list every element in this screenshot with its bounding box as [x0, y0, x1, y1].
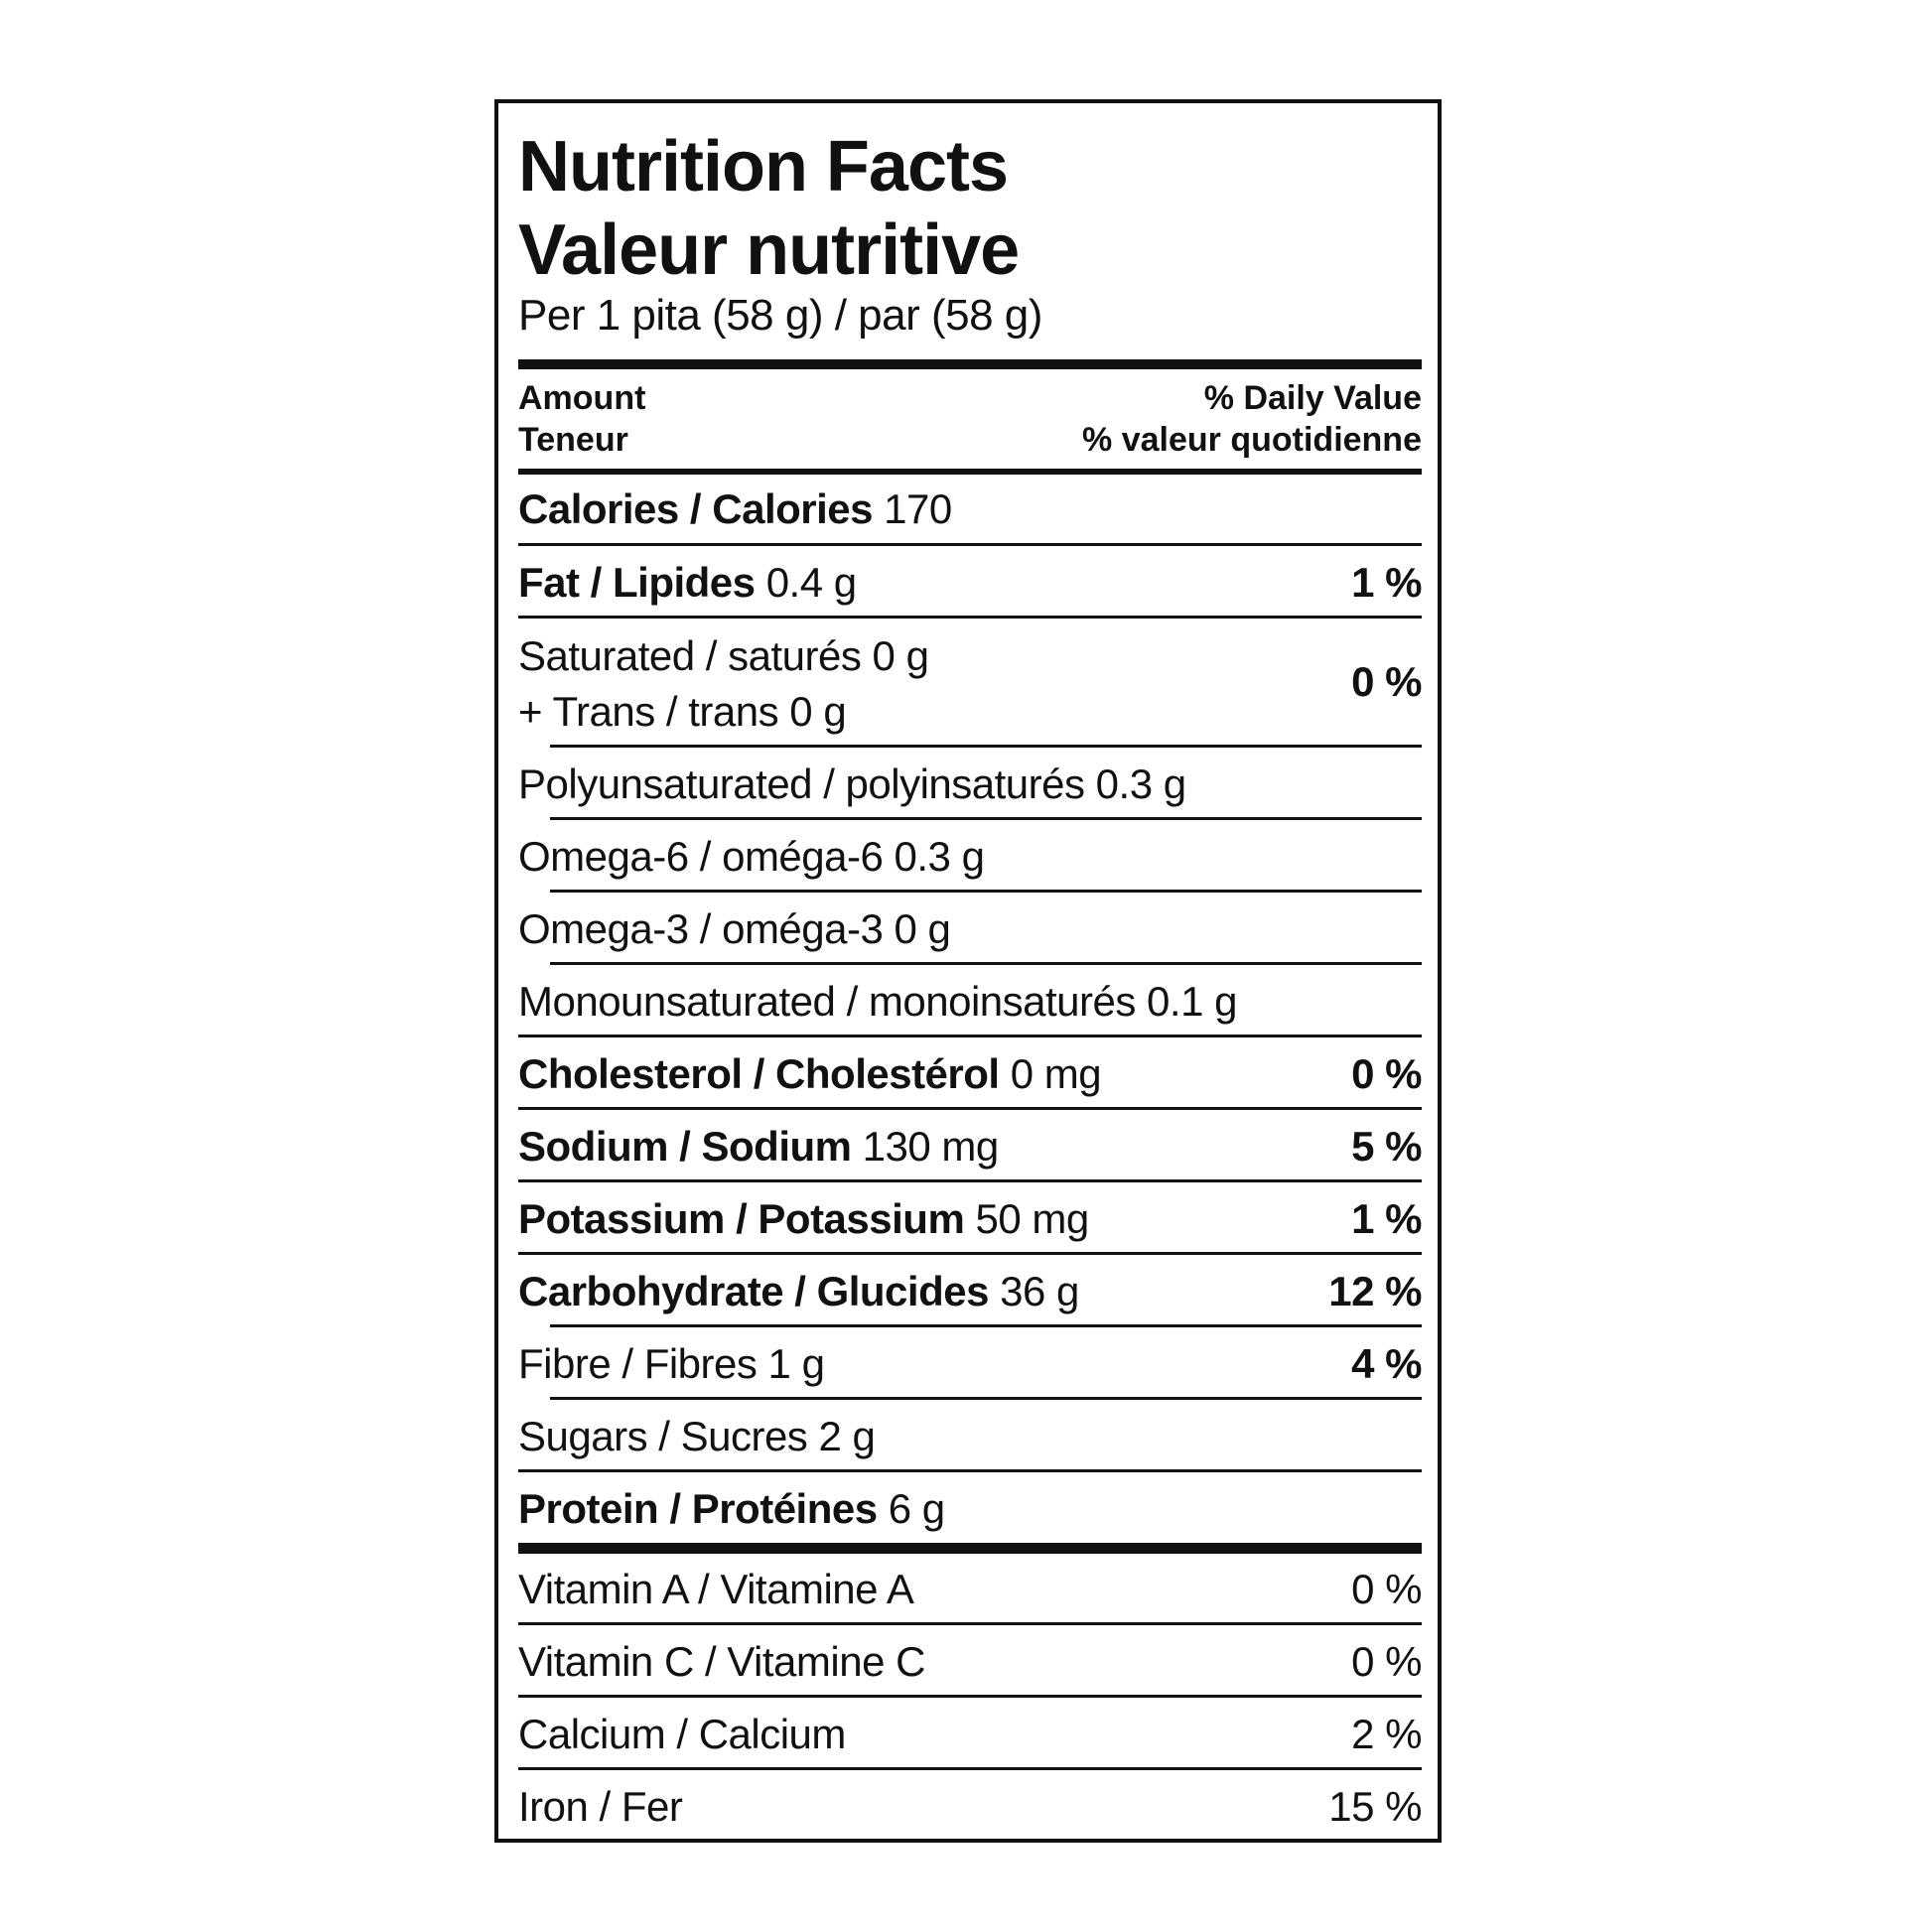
divider	[550, 890, 1422, 893]
fibre-daily-value: 4 %	[1351, 1340, 1422, 1387]
divider	[550, 745, 1422, 748]
divider	[518, 1767, 1422, 1770]
fat-label: Fat / Lipides	[518, 559, 756, 606]
thick-rule-vitamins	[518, 1543, 1422, 1554]
saturated-label: Saturated / saturés 0 g	[518, 632, 929, 679]
iron-label: Iron / Fer	[518, 1783, 683, 1830]
serving-size: Per 1 pita (58 g) / par (58 g)	[518, 291, 1042, 340]
fibre-label: Fibre / Fibres 1 g	[518, 1340, 825, 1387]
divider	[518, 543, 1422, 546]
potassium-amount: 50 mg	[975, 1195, 1089, 1242]
polyunsaturated-label: Polyunsaturated / polyinsaturés 0.3 g	[518, 760, 1186, 807]
divider	[518, 1469, 1422, 1472]
vitamin-a-daily-value: 0 %	[1351, 1566, 1422, 1612]
protein-amount: 6 g	[888, 1485, 945, 1532]
divider	[518, 1622, 1422, 1625]
carbohydrate-label: Carbohydrate / Glucides	[518, 1268, 989, 1314]
sugars-label: Sugars / Sucres 2 g	[518, 1413, 876, 1459]
cholesterol-label: Cholesterol / Cholestérol	[518, 1050, 1000, 1097]
title-french: Valeur nutritive	[518, 210, 1020, 290]
potassium-daily-value: 1 %	[1351, 1195, 1422, 1242]
vitamin-a-label: Vitamin A / Vitamine A	[518, 1566, 914, 1612]
divider	[518, 1695, 1422, 1698]
fat-daily-value: 1 %	[1351, 559, 1422, 606]
divider	[518, 1107, 1422, 1110]
sodium-daily-value: 5 %	[1351, 1123, 1422, 1170]
carbohydrate-amount: 36 g	[1000, 1268, 1079, 1314]
amount-header-en: Amount	[518, 379, 646, 417]
calories-value: 170	[884, 485, 952, 532]
cholesterol-amount: 0 mg	[1010, 1050, 1102, 1097]
divider	[550, 817, 1422, 820]
divider	[550, 1324, 1422, 1327]
fat-amount: 0.4 g	[765, 559, 857, 606]
cholesterol-daily-value: 0 %	[1351, 1050, 1422, 1097]
protein-label: Protein / Protéines	[518, 1485, 878, 1532]
divider	[518, 1035, 1422, 1037]
iron-daily-value: 15 %	[1328, 1783, 1422, 1830]
divider	[518, 1252, 1422, 1255]
thick-rule-top	[518, 359, 1422, 369]
sodium-amount: 130 mg	[862, 1123, 1000, 1170]
monounsaturated-label: Monounsaturated / monoinsaturés 0.1 g	[518, 978, 1237, 1025]
saturated-trans-daily-value: 0 %	[1351, 658, 1422, 705]
divider	[550, 962, 1422, 965]
trans-label: + Trans / trans 0 g	[518, 688, 847, 735]
divider	[518, 616, 1422, 619]
divider	[518, 1179, 1422, 1182]
daily-value-header-fr: % valeur quotidienne	[1082, 421, 1422, 459]
vitamin-c-label: Vitamin C / Vitamine C	[518, 1638, 925, 1685]
title-english: Nutrition Facts	[518, 127, 1009, 207]
calories-label: Calories / Calories	[518, 485, 874, 532]
vitamin-c-daily-value: 0 %	[1351, 1638, 1422, 1685]
daily-value-header-en: % Daily Value	[1203, 379, 1422, 417]
sodium-label: Sodium / Sodium	[518, 1123, 852, 1170]
carbohydrate-daily-value: 12 %	[1328, 1268, 1422, 1314]
divider	[550, 1397, 1422, 1400]
omega6-label: Omega-6 / oméga-6 0.3 g	[518, 833, 985, 880]
amount-header-fr: Teneur	[518, 421, 628, 459]
calcium-label: Calcium / Calcium	[518, 1711, 846, 1757]
nutrition-facts-panel: Nutrition Facts Valeur nutritive Per 1 p…	[494, 99, 1442, 1843]
omega3-label: Omega-3 / oméga-3 0 g	[518, 905, 951, 952]
potassium-label: Potassium / Potassium	[518, 1195, 965, 1242]
calcium-daily-value: 2 %	[1351, 1711, 1422, 1757]
medium-rule-header	[518, 469, 1422, 475]
